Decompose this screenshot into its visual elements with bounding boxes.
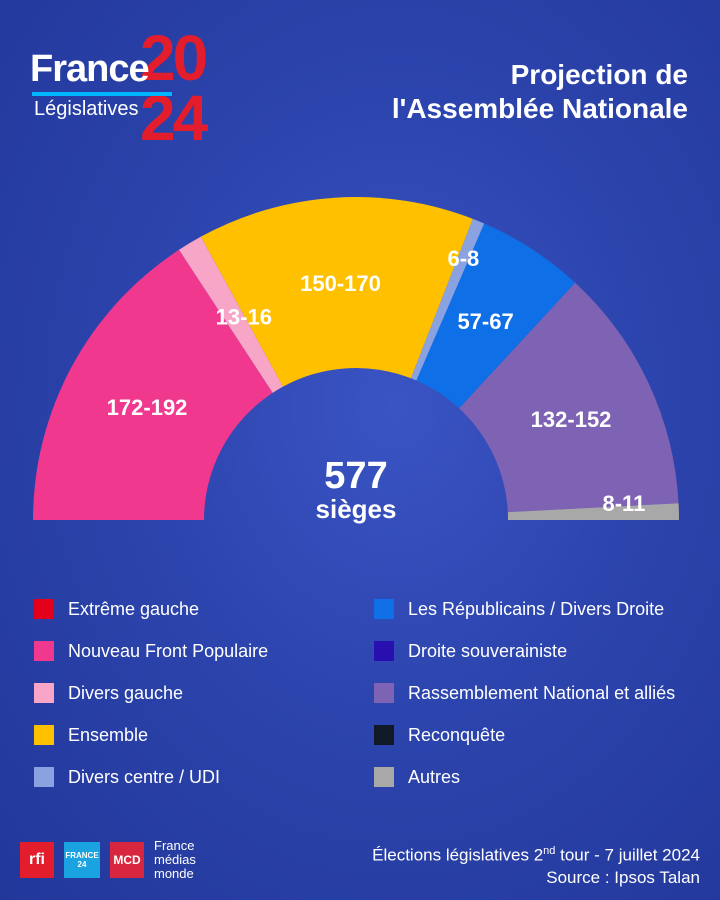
france24-legislatives-logo: 20 24 France Législatives [30, 22, 260, 158]
legend-label: Divers centre / UDI [68, 766, 221, 787]
legend-label: Nouveau Front Populaire [68, 640, 269, 661]
center-total-value: 577 [324, 455, 387, 497]
chart-segment-2 [179, 236, 284, 393]
chart-segment-labels: 172-192 13-16 150-170 6-8 57-67 132-152 8-11 [107, 246, 646, 516]
legend-swatch [34, 599, 54, 619]
legend-item: Nouveau Front Populaire [34, 630, 268, 672]
footer-election-line: Élections législatives 2nd tour - 7 juil… [372, 845, 700, 865]
mcd-logo: MCD [110, 842, 144, 878]
partner-logos: rfi FRANCE 24 MCD France médias monde [20, 839, 206, 881]
legend-swatch [34, 725, 54, 745]
legend-item: Rassemblement National et alliés [374, 672, 675, 714]
chart-segment-label-7: 8-11 [602, 491, 645, 516]
chart-segment-3 [200, 197, 473, 387]
legend-item: Extrême gauche [34, 588, 268, 630]
chart-segment-4 [410, 218, 485, 381]
assembly-chart: 172-192 13-16 150-170 6-8 57-67 132-152 8-11 5… [33, 197, 679, 524]
legend-swatch [374, 641, 394, 661]
legend-swatch [34, 767, 54, 787]
legend-swatch [374, 767, 394, 787]
legend-label: Divers gauche [68, 682, 184, 703]
legend-swatch [374, 683, 394, 703]
chart-segment-label-4: 6-8 [448, 246, 480, 271]
chart-segments [33, 197, 679, 520]
chart-segment-label-3: 150-170 [300, 271, 381, 296]
fmm-line-2: médias [154, 852, 196, 867]
france24-logo: FRANCE 24 [64, 842, 100, 878]
fmm-line-3: monde [154, 866, 194, 881]
legend-item: Divers gauche [34, 672, 268, 714]
legend-item: Les Républicains / Divers Droite [374, 588, 675, 630]
logo-rule [32, 92, 172, 96]
legend-label: Reconquête [408, 724, 506, 745]
legend-column-left: Extrême gauche Nouveau Front Populaire Div… [34, 588, 268, 798]
legend-swatch [374, 599, 394, 619]
legend-label: Extrême gauche [68, 598, 200, 619]
logo-year-bottom: 24 [140, 82, 208, 154]
chart-segment-label-2: 13-16 [216, 304, 272, 329]
legend-item: Reconquête [374, 714, 675, 756]
france-medias-monde-logo: France médias monde [154, 839, 196, 881]
legend-label: Autres [408, 766, 461, 787]
legend-label: Ensemble [68, 724, 149, 745]
chart-segment-7 [507, 503, 679, 520]
legend-item: Ensemble [34, 714, 268, 756]
legend-label: Rassemblement National et alliés [408, 682, 676, 703]
legend-column-right: Les Républicains / Divers Droite Droite s… [374, 588, 675, 798]
chart-segment-5 [416, 223, 576, 409]
legend-item: Divers centre / UDI [34, 756, 268, 798]
legend-label: Les Républicains / Divers Droite [408, 598, 665, 619]
chart-segment-label-1: 172-192 [107, 395, 188, 420]
chart-segment-1 [33, 249, 273, 520]
legend-label: Droite souverainiste [408, 640, 568, 661]
legend-swatch [374, 725, 394, 745]
logo-year-top: 20 [140, 22, 208, 94]
page-title: Projection de l'Assemblée Nationale [392, 58, 688, 126]
footer-source: Élections législatives 2nd tour - 7 juil… [372, 840, 700, 889]
legend-item: Autres [374, 756, 675, 798]
center-total-unit: sièges [316, 494, 397, 524]
logo-subtitle: Législatives [34, 98, 139, 120]
footer-source-line: Source : Ipsos Talan [546, 867, 700, 887]
title-line-2: l'Assemblée Nationale [391, 93, 688, 124]
logo-word: France [30, 48, 150, 90]
legend-swatch [34, 683, 54, 703]
chart-segment-label-6: 132-152 [531, 407, 612, 432]
chart-segment-6 [459, 282, 679, 513]
legend-item: Droite souverainiste [374, 630, 675, 672]
rfi-logo: rfi [20, 842, 54, 878]
chart-segment-label-5: 57-67 [457, 309, 513, 334]
fmm-line-1: France [154, 838, 195, 853]
title-line-1: Projection de [510, 59, 688, 90]
legend-swatch [34, 641, 54, 661]
